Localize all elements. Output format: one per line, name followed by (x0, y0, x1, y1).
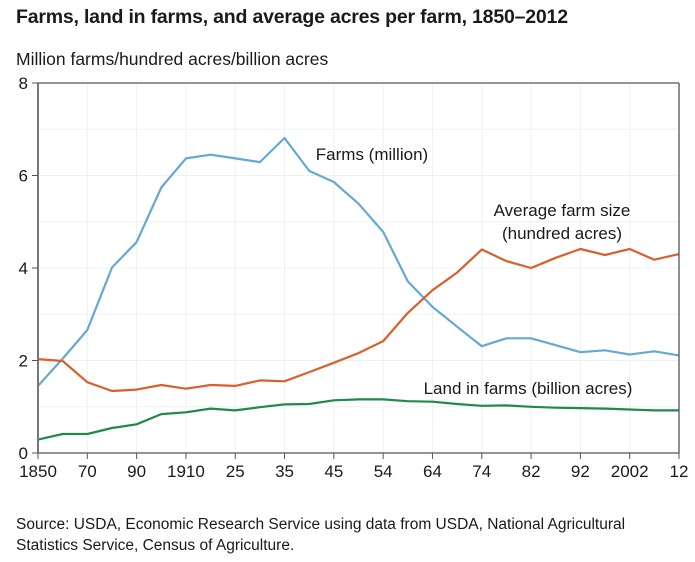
x-tick-label: 74 (472, 462, 491, 481)
x-tick-label: 54 (374, 462, 393, 481)
x-tick-label: 92 (571, 462, 590, 481)
x-tick-label: 45 (324, 462, 343, 481)
y-axis-label: Million farms/hundred acres/billion acre… (16, 49, 329, 69)
x-axis-ticks: 1850 70 90 1910 25 35 45 54 64 74 82 92 2002 12 (19, 453, 688, 481)
y-axis-ticks: 0 2 4 6 8 (19, 74, 38, 463)
y-tick-label: 8 (19, 74, 28, 93)
x-tick-label: 82 (522, 462, 541, 481)
chart-title: Farms, land in farms, and average acres … (16, 6, 568, 28)
x-tick-label: 70 (78, 462, 97, 481)
series-label-2: Land in farms (billion acres) (424, 379, 633, 398)
x-tick-label: 64 (423, 462, 442, 481)
x-tick-label: 25 (226, 462, 245, 481)
line-chart: 0 2 4 6 8 1850 70 90 1910 25 35 45 54 64 74 82 92 2002 12… (19, 74, 689, 481)
y-tick-label: 4 (19, 259, 28, 278)
series-label-1: Average farm size (494, 201, 631, 220)
x-tick-label: 90 (127, 462, 146, 481)
y-tick-label: 0 (19, 444, 28, 463)
series-lines (37, 136, 680, 441)
series-line-0 (37, 136, 680, 387)
series-line-1 (37, 247, 680, 393)
x-tick-label: 2002 (611, 462, 649, 481)
series-label-0: Farms (million) (316, 145, 428, 164)
x-tick-label: 1910 (167, 462, 205, 481)
x-tick-label: 12 (670, 462, 689, 481)
axes (37, 82, 680, 454)
series-line-2 (37, 398, 679, 441)
x-tick-label: 1850 (19, 462, 57, 481)
y-tick-label: 2 (19, 352, 28, 371)
series-annotations: Farms (million) Average farm size (hundred… (316, 145, 633, 398)
y-tick-label: 6 (19, 167, 28, 186)
source-note: Source: USDA, Economic Research Service … (16, 516, 626, 554)
x-tick-label: 35 (275, 462, 294, 481)
series-label-1: (hundred acres) (502, 224, 622, 243)
